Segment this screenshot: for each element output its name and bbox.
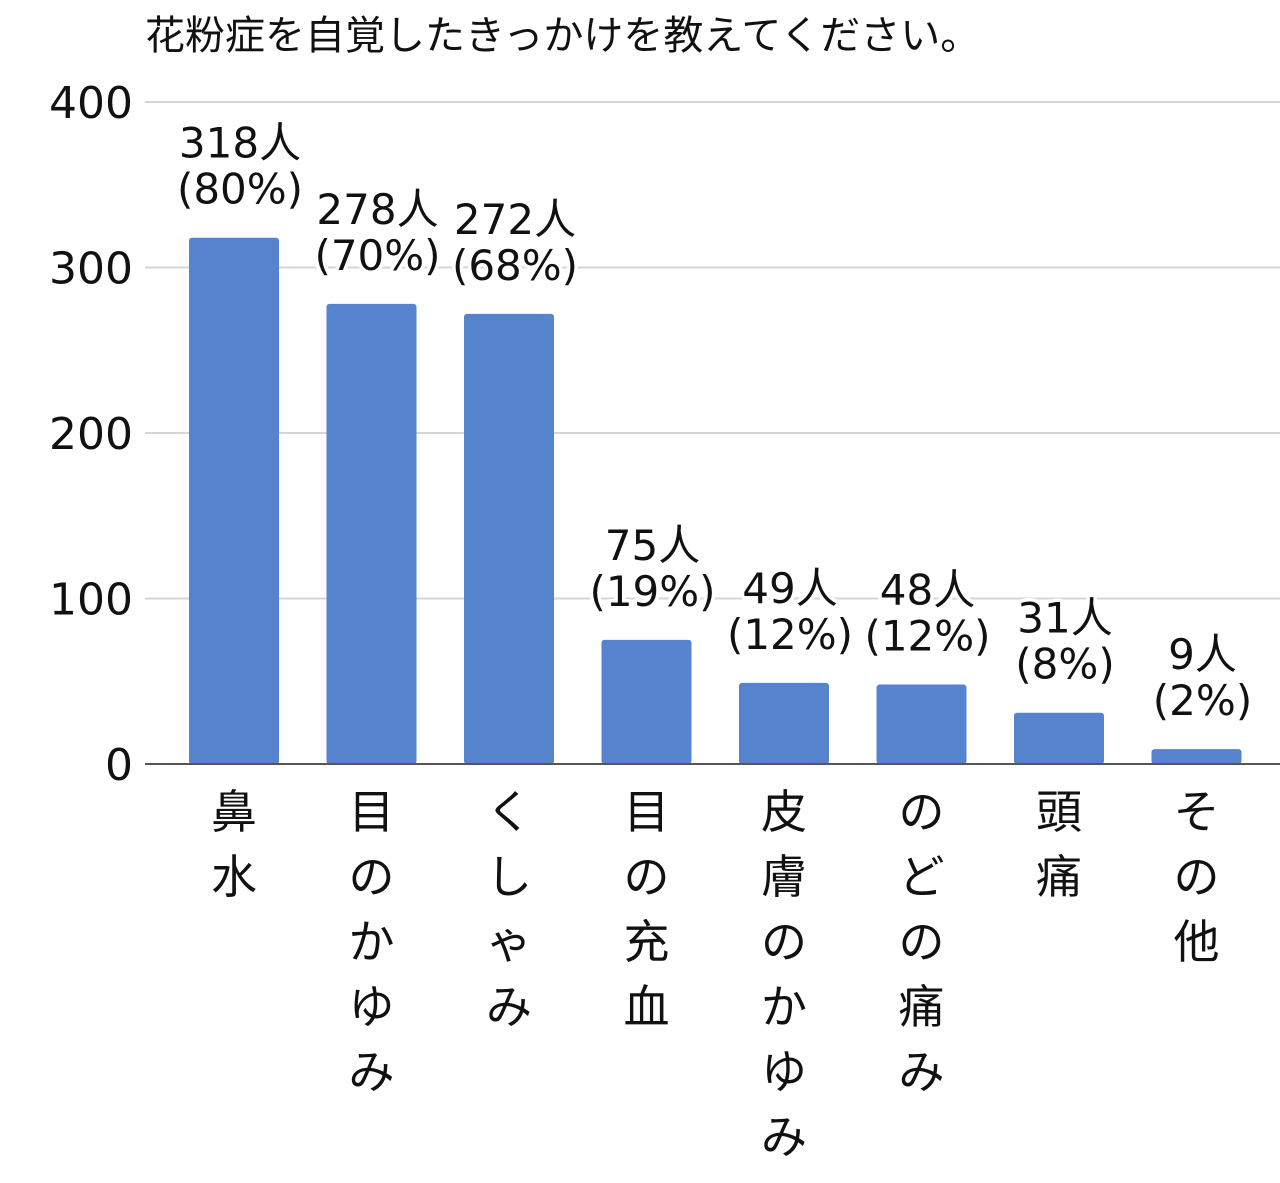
category-label-char: 血 <box>624 980 670 1034</box>
category-label-char: み <box>761 1110 807 1164</box>
data-label: 49人 <box>742 564 837 613</box>
data-label: (12%) <box>864 612 990 661</box>
bar <box>464 313 554 764</box>
data-label: (68%) <box>452 241 578 290</box>
data-label: 75人 <box>605 521 700 570</box>
category-label-char: 他 <box>1174 915 1220 969</box>
data-label: 31人 <box>1017 594 1112 643</box>
y-tick-label: 400 <box>49 78 133 129</box>
category-label-char: そ <box>1174 785 1220 839</box>
category-label-char: ゆ <box>761 1045 807 1099</box>
category-label-char: の <box>349 850 395 904</box>
category-label-char: 皮 <box>761 785 807 839</box>
category-label-char: ゃ <box>486 915 532 969</box>
category-label-char: 膚 <box>761 850 807 904</box>
data-labels: 318人(80%) 278人(70%)272人(68%)75人(19%) 49人(1… <box>173 115 1255 728</box>
category-label: 頭痛 <box>1036 785 1082 904</box>
bar <box>739 682 829 764</box>
category-label-char: か <box>349 915 395 969</box>
category-label-char: の <box>899 915 945 969</box>
bar <box>1151 749 1242 764</box>
category-label-char: の <box>1174 850 1220 904</box>
category-label-char: 水 <box>211 850 257 904</box>
data-label: 278人 <box>316 185 438 234</box>
y-tick-label: 300 <box>49 244 133 295</box>
data-label: (70%) <box>314 231 440 280</box>
chart-title: 花粉症を自覚したきっかけを教えてください。 <box>145 13 981 59</box>
data-label: 272人 <box>454 195 576 244</box>
category-label-char: 目 <box>349 785 395 839</box>
y-tick-label: 0 <box>105 740 133 791</box>
category-label-char: ど <box>899 850 945 904</box>
y-axis-tick-labels: 0 100 200 300 400 <box>49 78 133 791</box>
data-label: (8%) <box>1015 640 1114 689</box>
category-label-char: 頭 <box>1036 785 1082 839</box>
category-label-char: か <box>761 980 807 1034</box>
data-label: 9人 <box>1168 630 1237 679</box>
category-label-char: の <box>899 785 945 839</box>
category-label-char: く <box>486 785 532 839</box>
y-tick-label: 200 <box>49 409 133 460</box>
bar <box>189 237 279 764</box>
bars <box>189 237 1242 764</box>
category-label-char: 鼻 <box>211 785 257 839</box>
category-label-char: 痛 <box>899 980 945 1034</box>
data-label: (80%) <box>177 165 303 214</box>
category-label: その他 <box>1174 785 1220 969</box>
category-label-char: し <box>486 850 532 904</box>
category-label-char: み <box>486 980 532 1034</box>
bar <box>326 303 417 764</box>
data-label: (12%) <box>727 610 853 659</box>
bar <box>601 639 692 764</box>
category-label-char: 痛 <box>1036 850 1082 904</box>
bar <box>1014 712 1104 764</box>
category-label: 鼻水 <box>211 785 257 904</box>
data-label: 318人 <box>179 119 301 168</box>
category-label-char: の <box>761 915 807 969</box>
data-label: (2%) <box>1153 676 1252 725</box>
category-label-char: み <box>899 1045 945 1099</box>
gridlines <box>145 101 1280 600</box>
data-label: 48人 <box>880 566 975 615</box>
category-label-char: み <box>349 1045 395 1099</box>
y-tick-label: 100 <box>49 575 133 626</box>
category-label-char: の <box>624 850 670 904</box>
category-label-char: 目 <box>624 785 670 839</box>
bar <box>876 684 967 764</box>
category-label-char: ゆ <box>349 980 395 1034</box>
category-label-char: 充 <box>624 915 670 969</box>
data-label: (19%) <box>589 567 715 616</box>
